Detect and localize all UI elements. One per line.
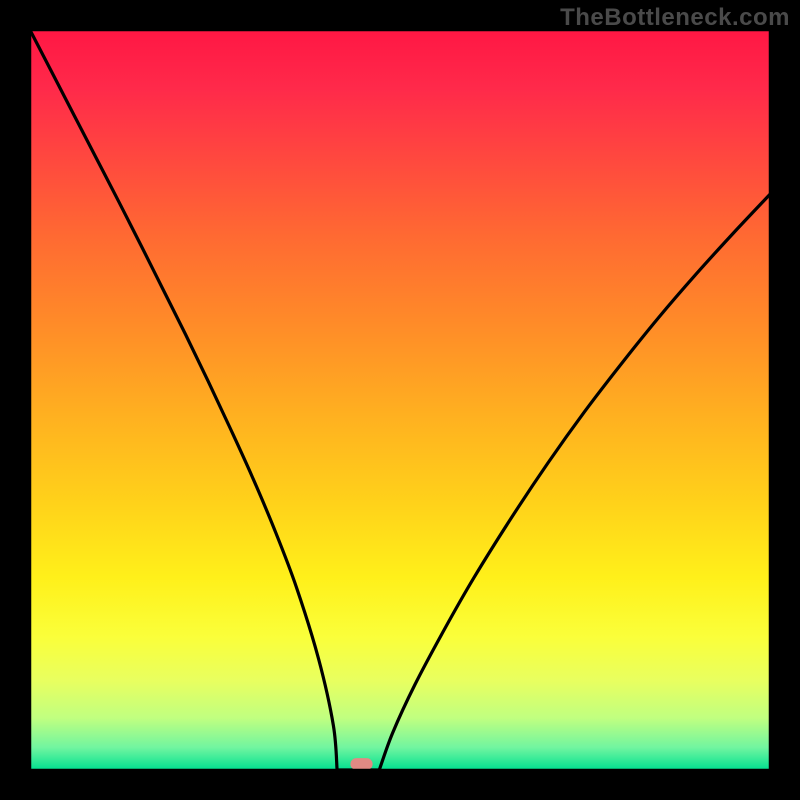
chart-canvas [0,0,800,800]
bottleneck-chart: TheBottleneck.com [0,0,800,800]
plot-background-gradient [30,30,770,770]
optimal-point-marker [350,758,372,770]
